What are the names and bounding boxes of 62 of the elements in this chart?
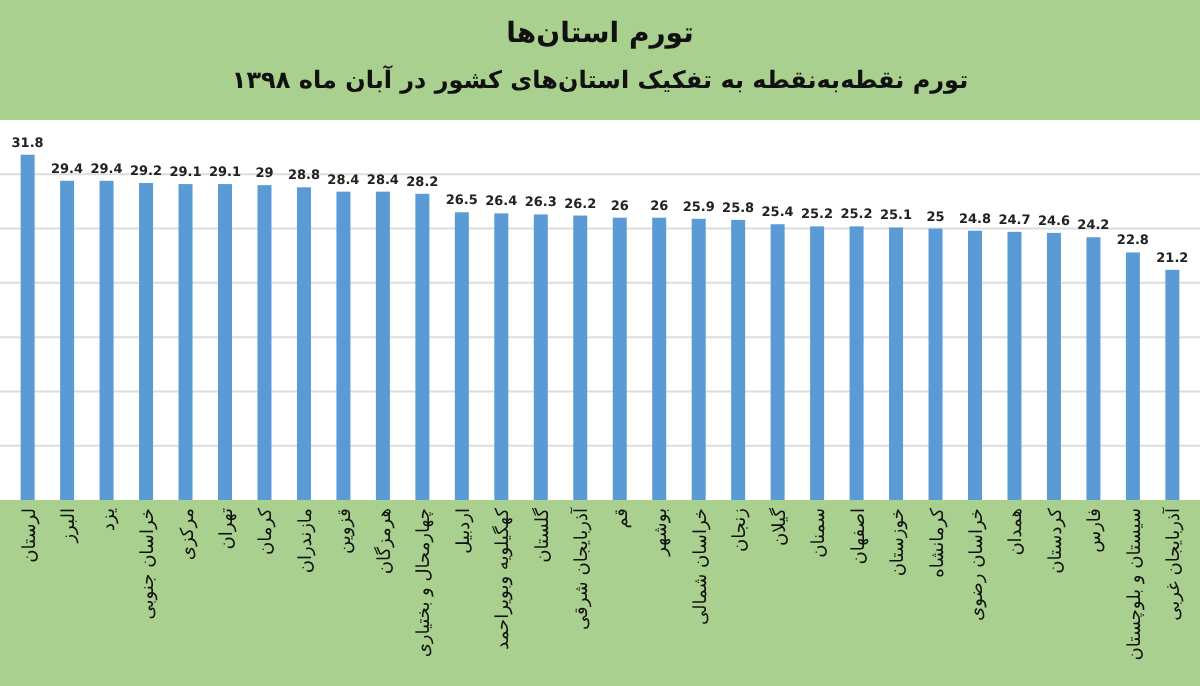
bar: [1165, 269, 1180, 500]
x-tick-label: هرمزگان: [371, 507, 396, 575]
bar: [968, 230, 982, 500]
bar: [652, 217, 667, 500]
bar: [691, 218, 706, 500]
x-tick-label: مرکزی: [178, 507, 199, 561]
bar: [928, 228, 943, 500]
x-tick-label: مازندران: [296, 507, 317, 574]
bar: [218, 184, 232, 500]
bar: [770, 224, 785, 500]
bar: [60, 180, 75, 500]
x-tick-label: کردستان: [1046, 506, 1067, 574]
bar: [731, 219, 746, 500]
x-tick-label: اردبیل: [454, 508, 475, 554]
bar: [810, 226, 825, 500]
x-tick-label: خوزستان: [889, 508, 910, 577]
bar: [296, 187, 311, 500]
bar: [1125, 252, 1140, 500]
bar: [20, 154, 35, 500]
x-tick-label: آذربایجان شرقی: [569, 507, 594, 630]
x-tick-label: آذربایجان غربی: [1161, 507, 1186, 621]
bar: [1007, 231, 1022, 500]
x-tick-label: اصفهان: [849, 508, 870, 565]
bar: [454, 212, 469, 500]
x-tick-label: خراسان جنوبی: [139, 508, 160, 620]
x-tick-label: یزد: [99, 507, 120, 531]
bar: [573, 215, 588, 500]
bar: [1086, 237, 1101, 500]
x-tick-label: گیلان: [766, 506, 791, 546]
x-tick-label: فارس: [1086, 508, 1107, 553]
x-tick-label: البرز: [60, 508, 81, 545]
bar: [849, 226, 864, 500]
bar: [178, 184, 193, 500]
bar: [494, 213, 509, 500]
x-tick-label: سیستان و بلوچستان: [1125, 508, 1146, 661]
x-tick-label: بوشهر: [652, 508, 673, 558]
bar: [889, 227, 904, 500]
bar: [415, 193, 430, 500]
x-tick-label: خراسان رضوی: [968, 508, 988, 621]
x-tick-label: تهران: [218, 507, 238, 550]
x-tick-label: کرمانشاه: [928, 506, 949, 578]
x-tick-label: قزوین: [336, 508, 357, 554]
x-tick-label: گلستان: [529, 506, 554, 563]
bar: [612, 217, 627, 500]
x-tick-label: خراسان شمالی: [691, 508, 712, 626]
x-tick-label: سمنان: [810, 508, 831, 558]
chart-subtitle: تورم نقطه‌به‌نقطه به تفکیک استان‌های کشور در آبان ماه ۱۳۹۸: [231, 64, 969, 94]
bar: [336, 191, 351, 500]
bar: [375, 191, 390, 500]
bar: [1046, 232, 1061, 500]
bar: [99, 180, 114, 500]
bar: [257, 185, 272, 500]
x-tick-label: کهگیلویه وبویراحمد: [490, 506, 515, 650]
x-tick-label: همدان: [1007, 507, 1028, 556]
x-tick-label: چهارمحال و بختیاری: [415, 508, 436, 658]
x-tick-label: قم: [612, 508, 633, 529]
x-tick-label: کرمان: [257, 506, 278, 555]
bar: [533, 214, 548, 500]
chart-title: تورم استان‌ها: [506, 18, 694, 50]
bar: [139, 182, 154, 500]
x-tick-label: زنجان: [731, 508, 752, 553]
x-tick-label: لرستان: [20, 508, 41, 563]
